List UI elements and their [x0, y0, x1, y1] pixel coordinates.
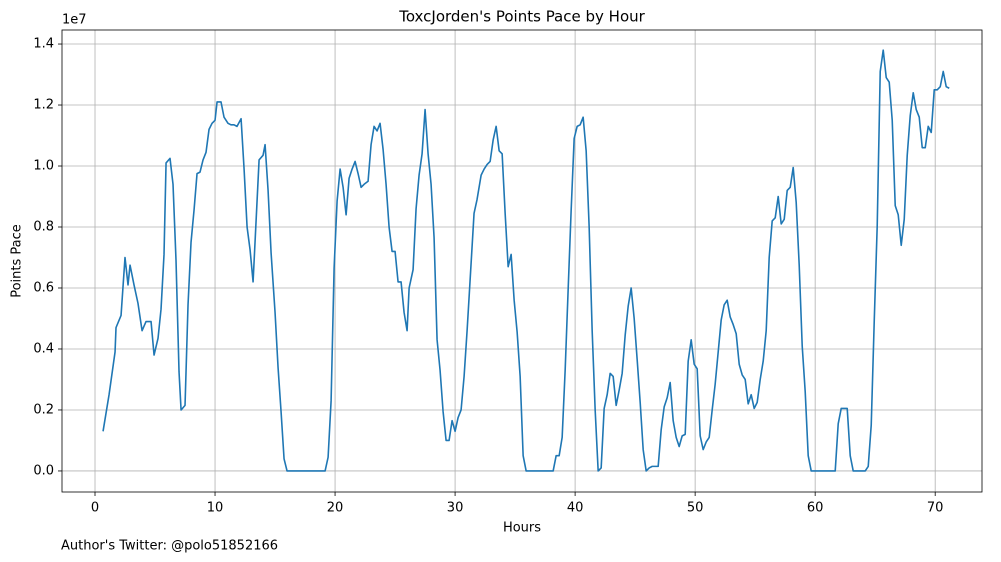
- plot-area: [102, 49, 950, 472]
- y-tick-label: 1.4: [33, 37, 54, 52]
- y-offset-label: 1e7: [62, 13, 87, 28]
- x-tick-label: 20: [327, 501, 344, 516]
- footnote: Author's Twitter: @polo51852166: [61, 539, 278, 554]
- x-tick-label: 0: [91, 501, 99, 516]
- y-tick-label: 0.8: [33, 219, 54, 234]
- y-tick-label: 0.0: [33, 463, 54, 478]
- grid: [62, 30, 982, 492]
- x-tick-label: 30: [447, 501, 464, 516]
- x-axis-label: Hours: [503, 521, 541, 536]
- y-tick-label: 1.2: [33, 98, 54, 113]
- y-tick-label: 0.2: [33, 402, 54, 417]
- y-tick-label: 0.4: [33, 341, 54, 356]
- y-axis-label: Points Pace: [10, 224, 25, 298]
- x-tick-label: 10: [207, 501, 224, 516]
- x-tick-label: 50: [687, 501, 704, 516]
- chart-title: ToxcJorden's Points Pace by Hour: [398, 8, 645, 26]
- x-tick-label: 60: [807, 501, 824, 516]
- y-tick-label: 1.0: [33, 159, 54, 174]
- x-tick-label: 70: [927, 501, 944, 516]
- y-tick-label: 0.6: [33, 280, 54, 295]
- x-tick-label: 40: [567, 501, 584, 516]
- data-line: [102, 49, 950, 472]
- axes-frame: [61, 29, 983, 493]
